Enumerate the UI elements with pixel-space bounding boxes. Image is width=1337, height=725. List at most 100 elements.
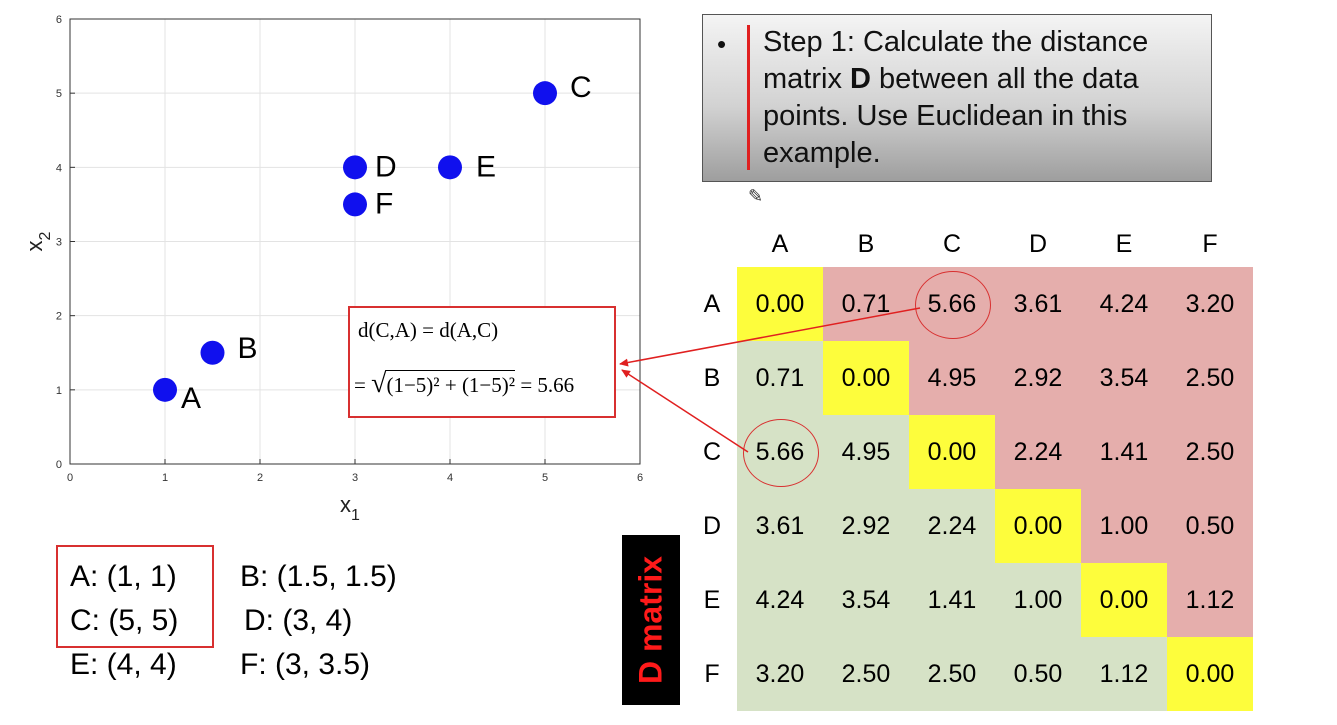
matrix-cell: 3.20 [1167, 267, 1253, 341]
matrix-cell: 1.00 [1081, 489, 1167, 563]
x-tick-label: 5 [542, 472, 548, 484]
matrix-cell: 0.00 [1081, 563, 1167, 637]
matrix-cell: 3.61 [995, 267, 1081, 341]
y-tick-label: 0 [56, 459, 62, 471]
x-axis-label: x1 [340, 492, 360, 524]
d-matrix-label: D matrix [622, 535, 680, 705]
y-tick-label: 1 [56, 385, 62, 397]
matrix-cell: 3.54 [1081, 341, 1167, 415]
formula-result: = 5.66 [515, 373, 575, 397]
matrix-cell: 1.12 [1081, 637, 1167, 711]
row-header: A [703, 289, 721, 318]
column-header: D [1028, 230, 1048, 258]
x-tick-label: 3 [352, 472, 358, 484]
column-header: C [942, 230, 962, 258]
formula-box: d(C,A) = d(A,C) = √(1−5)² + (1−5)² = 5.6… [348, 306, 616, 418]
step-text-bold: D [850, 63, 871, 95]
matrix-cell: 0.00 [737, 267, 823, 341]
column-header: A [771, 230, 789, 258]
matrix-cell: 0.71 [823, 267, 909, 341]
formula-line1: d(C,A) = d(A,C) [358, 318, 499, 342]
point-label: D [375, 150, 397, 183]
matrix-cell: 3.61 [737, 489, 823, 563]
data-point [343, 155, 367, 180]
red-accent-bar [747, 25, 750, 170]
formula-prefix: = [354, 373, 372, 397]
data-point [153, 377, 177, 402]
matrix-cell: 1.12 [1167, 563, 1253, 637]
matrix-cell: 2.50 [1167, 415, 1253, 489]
y-tick-label: 5 [56, 88, 62, 100]
row-header: F [704, 659, 720, 688]
matrix-cell: 4.95 [909, 341, 995, 415]
formula-radicand: (1−5)² + (1−5)² [386, 370, 516, 397]
step-text-part: between all the data points. Use Euclide… [763, 63, 1139, 169]
matrix-cell: 2.24 [995, 415, 1081, 489]
x-tick-label: 1 [162, 472, 168, 484]
coord-d: D: (3, 4) [244, 604, 353, 637]
x-axis-label-sub: 1 [351, 507, 360, 524]
y-tick-label: 3 [56, 237, 62, 249]
formula-line2: = √(1−5)² + (1−5)² = 5.66 [354, 368, 574, 400]
step-text: Step 1: Calculate the distance matrix D … [763, 24, 1203, 172]
row-header: C [702, 437, 722, 466]
highlight-box [56, 545, 214, 648]
matrix-cell: 1.00 [995, 563, 1081, 637]
data-point [438, 155, 462, 180]
pencil-icon[interactable]: ✎ [748, 186, 764, 206]
matrix-cell: 4.24 [737, 563, 823, 637]
d-matrix-label-text: D matrix [632, 555, 669, 685]
matrix-cell: 3.54 [823, 563, 909, 637]
data-point [200, 340, 225, 365]
matrix-cell: 5.66 [909, 267, 995, 341]
matrix-cell: 2.50 [909, 637, 995, 711]
matrix-cell: 0.00 [909, 415, 995, 489]
x-tick-label: 6 [637, 472, 643, 484]
point-label: E [476, 150, 496, 183]
matrix-cell: 5.66 [737, 415, 823, 489]
matrix-cell: 0.71 [737, 341, 823, 415]
data-point [343, 192, 367, 217]
x-tick-label: 2 [257, 472, 263, 484]
matrix-cell: 0.00 [1167, 637, 1253, 711]
matrix-cell: 1.41 [1081, 415, 1167, 489]
matrix-cell: 4.24 [1081, 267, 1167, 341]
sqrt-sign: √ [371, 368, 387, 399]
row-header: B [703, 363, 721, 392]
point-label: C [570, 71, 592, 104]
coord-a: A: (1, 1) [70, 560, 177, 593]
row-header: E [703, 585, 721, 614]
x-tick-label: 0 [67, 472, 73, 484]
coord-c: C: (5, 5) [70, 604, 179, 637]
y-tick-label: 4 [56, 162, 62, 174]
x-tick-label: 4 [447, 472, 453, 484]
matrix-cell: 0.00 [995, 489, 1081, 563]
column-header: E [1115, 230, 1133, 258]
point-label: B [238, 332, 258, 365]
matrix-cell: 2.92 [823, 489, 909, 563]
matrix-cell: 2.50 [823, 637, 909, 711]
matrix-cell: 2.92 [995, 341, 1081, 415]
matrix-cell: 2.24 [909, 489, 995, 563]
data-point [533, 81, 557, 106]
point-label: A [181, 382, 201, 415]
step-callout: • Step 1: Calculate the distance matrix … [702, 14, 1212, 182]
matrix-cell: 1.41 [909, 563, 995, 637]
column-header: B [857, 230, 875, 258]
matrix-cell: 4.95 [823, 415, 909, 489]
coord-b: B: (1.5, 1.5) [240, 560, 397, 593]
y-tick-label: 6 [56, 14, 62, 26]
point-label: F [375, 187, 393, 220]
coord-e: E: (4, 4) [70, 648, 177, 681]
y-axis-label-sub: 2 [37, 231, 54, 240]
matrix-cell: 2.50 [1167, 341, 1253, 415]
coord-f: F: (3, 3.5) [240, 648, 371, 681]
matrix-cell: 0.00 [823, 341, 909, 415]
step-text-part: Step 1: Calculate the distance matrix [763, 26, 1149, 95]
y-tick-label: 2 [56, 311, 62, 323]
y-axis-label: x2 [22, 231, 54, 251]
column-header: F [1202, 230, 1218, 258]
row-header: D [702, 511, 722, 540]
matrix-cell: 0.50 [1167, 489, 1253, 563]
